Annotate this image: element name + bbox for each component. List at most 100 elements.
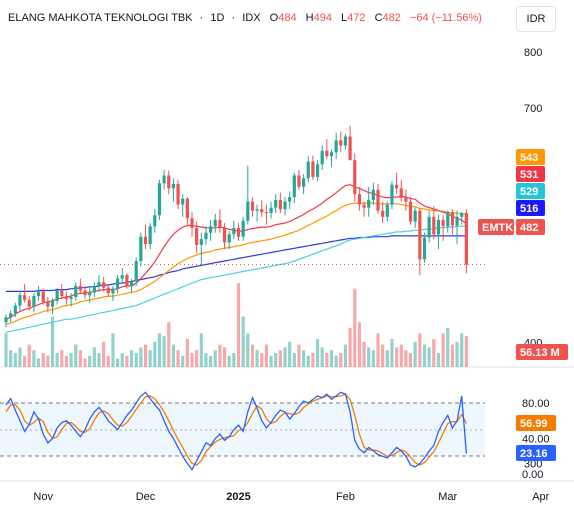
candle — [13, 302, 17, 318]
candle — [120, 267, 124, 285]
candle — [297, 169, 301, 190]
candle — [162, 169, 166, 190]
volume-bar — [297, 344, 301, 367]
candle-body — [418, 210, 422, 260]
candle — [250, 197, 255, 217]
volume-bar — [190, 353, 194, 367]
volume-bar — [302, 350, 306, 367]
volume-bar — [311, 353, 315, 367]
candle — [176, 179, 180, 210]
open-value: 484 — [278, 12, 296, 24]
candle — [260, 200, 264, 217]
last-price-tag-bg — [516, 219, 545, 235]
volume-bar — [278, 350, 282, 367]
interval[interactable]: 1D — [210, 12, 224, 24]
candle — [339, 131, 343, 153]
volume-bar — [325, 353, 329, 367]
volume-bar — [97, 353, 101, 367]
candle-body — [78, 285, 82, 291]
volume-bar — [213, 350, 217, 367]
time-tick-label: Apr — [532, 491, 549, 503]
candle — [227, 231, 231, 250]
candle — [404, 189, 408, 211]
candle-body — [120, 275, 124, 279]
ma-price-tag: 516 — [516, 200, 545, 216]
candle — [83, 285, 87, 299]
candle — [190, 212, 194, 237]
stoch-tick-label: 80.00 — [522, 398, 550, 410]
volume-bar — [23, 355, 27, 367]
volume-bar — [153, 341, 157, 367]
candle-body — [274, 200, 278, 208]
time-tick-label: 2025 — [226, 491, 250, 503]
currency-button[interactable]: IDR — [516, 6, 556, 32]
candle — [129, 278, 134, 294]
candle — [157, 179, 162, 220]
volume-bar — [46, 355, 50, 367]
high-label: H — [306, 12, 314, 24]
candle-body — [106, 287, 110, 294]
candle-body — [143, 236, 148, 245]
stoch-d-tag-bg — [516, 415, 556, 431]
candle — [50, 297, 55, 315]
volume-bar — [134, 353, 138, 367]
candle-body — [4, 317, 8, 323]
candle-body — [311, 161, 315, 177]
candle — [343, 133, 348, 150]
candle-body — [334, 140, 338, 153]
volume-bar — [292, 353, 296, 367]
candle — [36, 285, 41, 301]
ma-price-tag: 531 — [516, 166, 545, 182]
candle — [455, 210, 459, 245]
volume-bar — [27, 344, 31, 367]
candle — [32, 293, 36, 313]
candle — [18, 291, 22, 311]
candle-body — [74, 285, 78, 298]
volume-bar — [357, 322, 361, 367]
candle — [97, 275, 101, 292]
candle-body — [236, 227, 241, 237]
volume-bar — [250, 344, 255, 367]
candle — [413, 207, 417, 228]
volume-bar — [41, 353, 45, 367]
candle — [60, 284, 64, 299]
price-tick-label: 700 — [524, 103, 542, 115]
candle-body — [190, 218, 194, 228]
volume-bar — [353, 288, 357, 367]
volume-bar — [334, 355, 338, 367]
candle — [255, 204, 259, 222]
candle-body — [209, 226, 213, 233]
candle-body — [302, 178, 306, 187]
candle-body — [171, 183, 175, 189]
volume-bar — [88, 355, 92, 367]
symbol-tag: EMTK — [478, 219, 514, 235]
candle-body — [36, 291, 41, 297]
candle — [204, 226, 208, 245]
candle — [274, 194, 278, 213]
volume-bar — [185, 339, 189, 367]
candle — [264, 204, 268, 225]
stoch-tick-label: 0.00 — [522, 469, 543, 481]
volume-bar — [446, 327, 450, 367]
stoch-d-tag: 56.99 — [516, 415, 556, 431]
candle-body — [432, 216, 436, 235]
volume-bar — [427, 347, 431, 367]
volume-bar — [399, 344, 403, 367]
candle — [436, 214, 441, 250]
volume-bar — [36, 358, 41, 367]
volume-bar — [102, 341, 106, 367]
last-price-tag: 482 — [516, 219, 545, 235]
candle — [362, 201, 366, 217]
price-tick-label: 300 — [524, 458, 542, 470]
volume-bar — [50, 316, 55, 367]
candle — [222, 223, 227, 250]
candle-body — [27, 299, 31, 307]
volume-bar — [55, 353, 59, 367]
candle — [74, 282, 78, 301]
volume-bars — [4, 283, 468, 367]
candle-body — [134, 261, 138, 282]
candle — [102, 276, 106, 292]
volume-bar — [269, 355, 273, 367]
candle-body — [50, 300, 55, 307]
